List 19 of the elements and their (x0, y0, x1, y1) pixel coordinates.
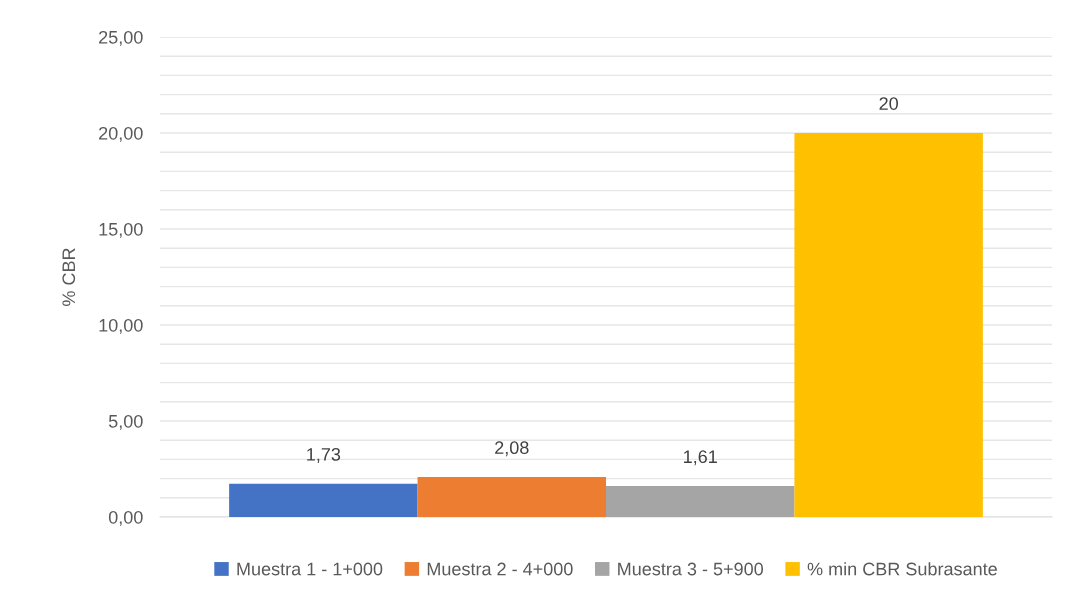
y-tick-label: 15,00 (99, 222, 143, 238)
y-axis-title: % CBR (62, 248, 76, 306)
y-tick-label: 20,00 (99, 126, 143, 142)
y-tick-label: 0,00 (108, 510, 143, 526)
y-tick-label: 25,00 (99, 30, 143, 46)
y-tick-label: 5,00 (108, 414, 143, 430)
bar (229, 483, 418, 517)
data-label: 20 (879, 97, 898, 110)
bar (417, 477, 606, 517)
data-label: 1,73 (307, 447, 341, 463)
legend-label: Muestra 3 - 5+900 (618, 562, 764, 576)
bar (794, 133, 983, 517)
legend-label: % min CBR Subrasante (807, 562, 997, 576)
y-tick-label: 10,00 (99, 318, 143, 334)
legend-label: Muestra 2 - 4+000 (427, 562, 573, 576)
data-label: 1,61 (684, 450, 717, 466)
legend-label: Muestra 1 - 1+000 (237, 562, 383, 576)
bar (606, 486, 795, 517)
data-label: 2,08 (495, 441, 529, 457)
